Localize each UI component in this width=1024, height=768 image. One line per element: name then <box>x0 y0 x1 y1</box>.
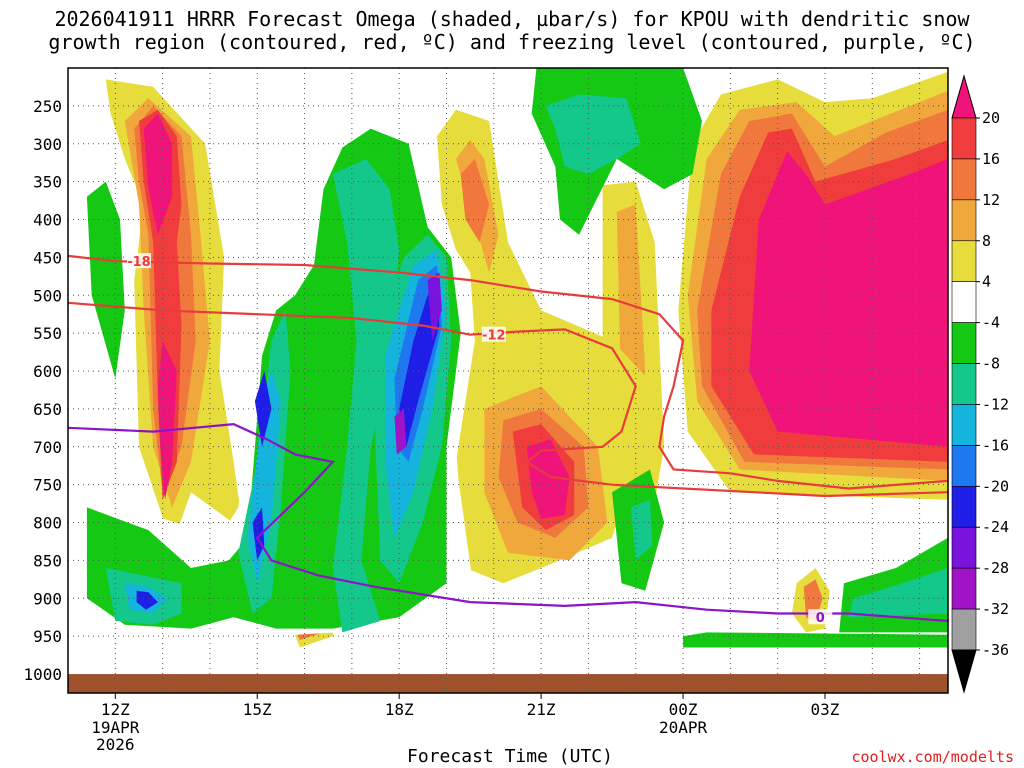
x-axis-title: Forecast Time (UTC) <box>407 746 613 767</box>
y-axis-labels: 250 300 350 400 450 500 550 600 650 700 750 800 850 9… <box>23 97 62 684</box>
omega-region-13 <box>749 151 948 447</box>
omega-region-36 <box>252 507 265 561</box>
omega-region-6 <box>86 181 125 379</box>
colorbar-swatch-11 <box>951 567 977 610</box>
colorbar-label-11: -28 <box>982 559 1009 577</box>
omega-region-49 <box>848 568 948 618</box>
y-tick-650: 650 <box>33 400 62 419</box>
colorbar-swatch-4 <box>951 281 977 323</box>
y-tick-600: 600 <box>33 362 62 381</box>
x-tick-sub-0-1: 2026 <box>96 735 135 754</box>
contour-label-bg-1 <box>481 326 506 342</box>
colorbar-label-8: -16 <box>982 436 1009 454</box>
omega-region-43 <box>394 408 407 455</box>
contour-label-2: 0 <box>816 611 825 626</box>
y-tick-300: 300 <box>33 135 62 154</box>
freezing-contour-2 <box>68 422 948 623</box>
colorbar-swatch-10 <box>951 526 977 569</box>
colorbar-swatch-8 <box>951 445 977 487</box>
y-tick-750: 750 <box>33 476 62 495</box>
y-tick-550: 550 <box>33 324 62 343</box>
colorbar-label-10: -24 <box>982 518 1009 536</box>
omega-region-50 <box>683 632 948 648</box>
x-tick-9: 21Z <box>527 700 556 719</box>
colorbar-swatch-2 <box>951 199 977 242</box>
omega-region-16 <box>460 158 490 243</box>
omega-region-32 <box>136 590 158 610</box>
contour-label-bg-0 <box>126 253 151 269</box>
x-tick-15: 03Z <box>811 700 840 719</box>
colorbar-swatch-6 <box>951 363 977 405</box>
omega-region-47 <box>631 499 653 561</box>
plot-frame <box>67 67 949 694</box>
colorbar-swatch-5 <box>951 322 977 364</box>
colorbar-label-5: -4 <box>982 314 1000 332</box>
y-tick-950: 950 <box>33 627 62 646</box>
y-tick-850: 850 <box>33 551 62 570</box>
x-tick-3: 15Z <box>243 700 272 719</box>
x-tick-sub-0-0: 19APR <box>91 718 140 737</box>
ground-surface <box>68 674 948 693</box>
colorbar-swatch-9 <box>951 486 977 528</box>
colorbar-label-4: 4 <box>982 273 991 291</box>
y-tick-400: 400 <box>33 211 62 230</box>
omega-region-4 <box>143 113 173 235</box>
colorbar-label-3: 8 <box>982 232 991 250</box>
y-tick-350: 350 <box>33 173 62 192</box>
omega-region-41 <box>399 272 440 447</box>
omega-region-45 <box>545 94 641 175</box>
colorbar-max-arrow <box>951 74 977 119</box>
colorbar-label-13: -36 <box>982 641 1009 659</box>
grid-lines <box>68 68 948 693</box>
x-tick-sub-12-0: 20APR <box>659 718 708 737</box>
omega-shading <box>77 68 948 648</box>
x-tick-12: 00Z <box>669 700 698 719</box>
colorbar-swatch-0 <box>951 117 977 160</box>
colorbar-label-1: 16 <box>982 150 1000 168</box>
colorbar-min-arrow <box>951 649 977 694</box>
colorbar-swatch-7 <box>951 404 977 446</box>
colorbar-label-12: -32 <box>982 600 1009 618</box>
contour-label-0: -18 <box>127 255 151 270</box>
omega-region-42 <box>427 272 442 341</box>
colorbar: 20 16 12 8 4 -4 -8 -12 -16 -20 -24 -28 -32 -36 <box>951 74 1009 694</box>
colorbar-swatch-12 <box>951 608 977 651</box>
colorbar-label-2: 12 <box>982 191 1000 209</box>
x-tick-6: 18Z <box>385 700 414 719</box>
colorbar-label-6: -8 <box>982 355 1000 373</box>
y-tick-900: 900 <box>33 589 62 608</box>
credit-text: coolwx.com/modelts <box>851 748 1014 766</box>
omega-region-5 <box>157 340 177 500</box>
colorbar-label-9: -20 <box>982 477 1009 495</box>
dendritic-contour-1 <box>68 301 948 498</box>
contour-label-1: -12 <box>482 329 506 344</box>
y-tick-1000: 1000 <box>23 665 62 684</box>
colorbar-swatch-3 <box>951 240 977 282</box>
colorbar-label-7: -12 <box>982 395 1009 413</box>
y-tick-700: 700 <box>33 438 62 457</box>
dendritic-contour-0 <box>68 254 948 490</box>
x-tick-0: 12Z <box>101 700 130 719</box>
y-tick-450: 450 <box>33 248 62 267</box>
y-tick-800: 800 <box>33 514 62 533</box>
contour-label-bg-2 <box>808 609 833 625</box>
contour-lines: -18 -12 0 <box>68 253 948 626</box>
omega-region-37 <box>332 158 400 633</box>
omega-region-20 <box>526 439 570 519</box>
y-tick-500: 500 <box>33 286 62 305</box>
colorbar-label-0: 20 <box>982 109 1000 127</box>
chart-title: 2026041911 HRRR Forecast Omega (shaded, … <box>48 7 976 54</box>
y-tick-250: 250 <box>33 97 62 116</box>
colorbar-swatch-1 <box>951 158 977 201</box>
